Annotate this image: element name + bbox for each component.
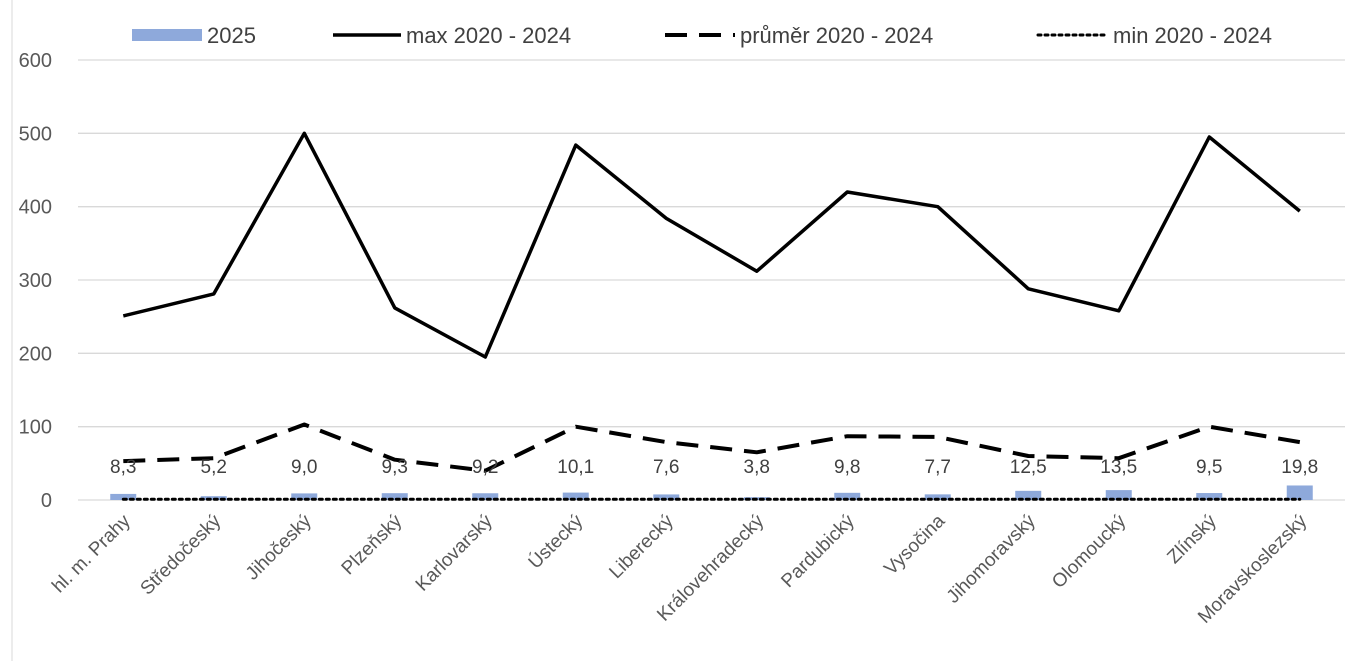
y-tick-label-300: 300	[19, 270, 52, 292]
x-tick-label-0: hl. m. Prahy	[48, 510, 135, 597]
line-dashed-series	[123, 422, 1301, 473]
legend-label-2: průměr 2020 - 2024	[740, 23, 933, 48]
y-tick-label-500: 500	[19, 123, 52, 145]
x-tick-label-2: Jihočeský	[242, 510, 316, 584]
legend-label-3: min 2020 - 2024	[1113, 23, 1272, 48]
bar-data-label-7: 3,8	[744, 457, 770, 478]
bar-2025-11	[1105, 490, 1132, 500]
y-axis: 0 100 200 300 400 500 600	[19, 50, 52, 512]
bar-data-label-6: 7,6	[653, 457, 679, 478]
y-tick-label-400: 400	[19, 197, 52, 219]
x-tick-label-11: Olomoucký	[1048, 510, 1130, 592]
x-tick-label-5: Ústecký	[524, 510, 588, 574]
bar-data-label-12: 9,5	[1196, 457, 1222, 478]
x-tick-label-4: Karlovarský	[412, 510, 497, 595]
y-tick-label-0: 0	[41, 490, 52, 512]
x-axis: hl. m. Prahy Středočeský Jihočeský Plzeňský…	[48, 510, 1311, 628]
bar-2025-3	[381, 493, 408, 500]
x-tick-label-12: Zlínský	[1163, 510, 1221, 568]
x-tick-label-3: Plzeňský	[338, 510, 407, 579]
gridlines	[11, 0, 1345, 661]
line-solid-series	[122, 131, 1301, 359]
bar-2025-12	[1196, 493, 1223, 500]
legend-swatch-bar	[132, 29, 202, 41]
data-labels: 8,3 5,2 9,0 9,3 9,2 10,1 7,6 3,8 9,8 7,7 12,5 13,5 9…	[110, 457, 1318, 478]
bar-2025-8	[834, 492, 861, 500]
bar-data-label-2: 9,0	[291, 457, 317, 478]
bar-2025-2	[291, 493, 318, 500]
bar-series-2025	[110, 485, 1313, 500]
bar-2025-5	[562, 492, 589, 500]
y-tick-label-100: 100	[19, 417, 52, 439]
x-tick-label-1: Středočeský	[137, 510, 226, 599]
bar-data-label-3: 9,3	[382, 457, 408, 478]
bar-2025-0	[110, 493, 137, 500]
bar-2025-6	[653, 494, 680, 500]
legend-label-1: max 2020 - 2024	[406, 23, 571, 48]
x-tick-label-9: Vysočina	[880, 510, 949, 579]
bar-data-label-10: 12,5	[1010, 457, 1047, 478]
bar-2025-4	[472, 493, 499, 500]
bar-data-label-8: 9,8	[834, 457, 860, 478]
y-tick-label-200: 200	[19, 343, 52, 365]
bar-data-label-13: 19,8	[1281, 457, 1318, 478]
bar-data-label-11: 13,5	[1100, 457, 1137, 478]
x-tick-label-6: Liberecký	[605, 510, 678, 583]
bar-data-label-0: 8,3	[110, 457, 136, 478]
legend: 2025 max 2020 - 2024 průměr 2020 - 2024 min…	[132, 23, 1272, 48]
bar-2025-13	[1286, 485, 1313, 500]
bar-data-label-9: 7,7	[925, 457, 951, 478]
bar-2025-10	[1015, 490, 1042, 500]
bar-data-label-1: 5,2	[201, 457, 227, 478]
line-series	[121, 131, 1302, 501]
bar-data-label-5: 10,1	[557, 457, 594, 478]
legend-label-0: 2025	[207, 23, 256, 48]
x-tick-label-10: Jihomoravský	[943, 510, 1040, 607]
x-tick-label-8: Pardubický	[777, 510, 859, 592]
bar-2025-9	[924, 494, 951, 500]
bar-data-label-4: 9,2	[472, 457, 498, 478]
y-tick-label-600: 600	[19, 50, 52, 72]
